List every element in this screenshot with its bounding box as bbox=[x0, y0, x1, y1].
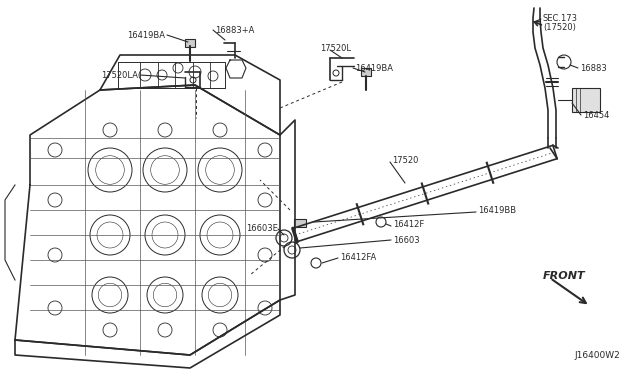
Text: 16454: 16454 bbox=[583, 110, 609, 119]
Text: J16400W2: J16400W2 bbox=[574, 351, 620, 360]
Text: 16412FA: 16412FA bbox=[340, 253, 376, 263]
Text: 16419BB: 16419BB bbox=[478, 205, 516, 215]
Text: 16603E: 16603E bbox=[246, 224, 278, 232]
Text: 16883+A: 16883+A bbox=[215, 26, 254, 35]
Text: (17520): (17520) bbox=[543, 22, 576, 32]
Bar bbox=[294, 219, 306, 227]
Text: 17520LA: 17520LA bbox=[101, 71, 138, 80]
Text: 17520L: 17520L bbox=[320, 44, 351, 52]
Text: 16419BA: 16419BA bbox=[355, 64, 393, 73]
Text: FRONT: FRONT bbox=[543, 271, 586, 281]
Text: 16883: 16883 bbox=[580, 64, 607, 73]
Text: 16603: 16603 bbox=[393, 235, 420, 244]
Text: SEC.173: SEC.173 bbox=[543, 13, 578, 22]
Bar bbox=[185, 39, 195, 47]
Text: 16419BA: 16419BA bbox=[127, 31, 165, 39]
Bar bbox=[572, 88, 600, 112]
Text: 17520: 17520 bbox=[392, 155, 419, 164]
Text: 16412F: 16412F bbox=[393, 219, 424, 228]
Bar bbox=[361, 68, 371, 76]
